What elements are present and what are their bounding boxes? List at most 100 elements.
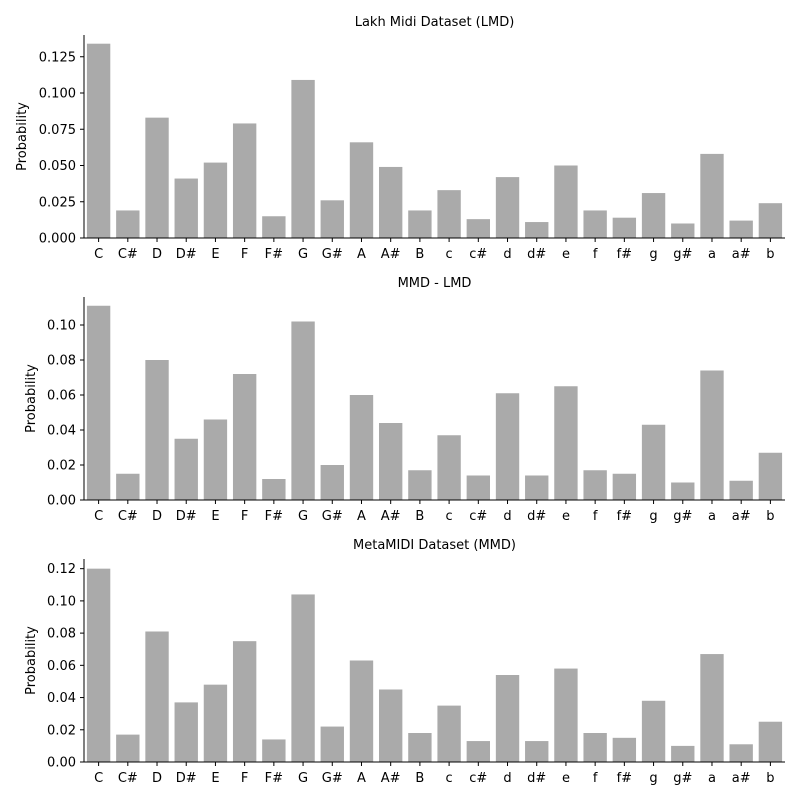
x-tick-label: A# xyxy=(381,247,401,262)
x-tick-label: g# xyxy=(673,771,692,786)
bar-c xyxy=(437,705,461,762)
bar-E xyxy=(203,162,228,238)
bar-b xyxy=(758,452,783,500)
y-tick-label: 0.00 xyxy=(47,494,76,509)
y-tick-label: 0.12 xyxy=(47,562,76,577)
bar-c xyxy=(437,435,461,500)
x-tick-label: f xyxy=(593,509,598,524)
bar-d xyxy=(495,177,520,238)
bar-B xyxy=(408,470,432,500)
x-tick-label: e xyxy=(562,509,570,524)
bar-f xyxy=(583,733,607,762)
x-tick-label: D xyxy=(152,509,162,524)
bar-f xyxy=(583,210,607,238)
y-axis-label: Probability xyxy=(24,626,39,695)
x-tick-label: A xyxy=(357,771,366,786)
x-tick-label: e xyxy=(562,771,570,786)
bar-d# xyxy=(525,222,549,238)
bar-A# xyxy=(379,166,403,238)
bar-c# xyxy=(466,475,490,500)
x-tick-label: g# xyxy=(673,509,692,524)
bar-D xyxy=(145,360,169,500)
bar-c xyxy=(437,190,461,238)
y-tick-label: 0.02 xyxy=(47,459,76,474)
x-tick-label: a xyxy=(708,247,716,262)
bar-E xyxy=(203,419,228,500)
y-tick-label: 0.000 xyxy=(39,232,76,247)
x-tick-label: F xyxy=(241,771,248,786)
x-tick-label: d xyxy=(503,509,511,524)
x-tick-label: C xyxy=(94,247,103,262)
x-tick-label: f xyxy=(593,771,598,786)
x-tick-label: G# xyxy=(322,771,343,786)
bar-d# xyxy=(525,741,549,762)
y-tick-label: 0.02 xyxy=(47,723,76,738)
x-tick-label: G xyxy=(298,509,308,524)
x-tick-label: a# xyxy=(732,247,751,262)
bar-f xyxy=(583,470,607,500)
x-tick-label: c xyxy=(446,771,453,786)
chart-title: Lakh Midi Dataset (LMD) xyxy=(355,15,515,30)
bar-e xyxy=(554,165,578,238)
x-tick-label: G xyxy=(298,771,308,786)
x-tick-label: g xyxy=(649,509,657,524)
y-tick-label: 0.08 xyxy=(47,627,76,642)
x-tick-label: A xyxy=(357,509,366,524)
x-tick-label: A# xyxy=(381,509,401,524)
chart-panel-2: 0.00 0.02 0.04 0.06 0.08 0.10 C C# D D# E F F# G G# A A#… xyxy=(24,276,785,524)
bar-F# xyxy=(262,739,286,762)
bar-D xyxy=(145,117,169,238)
y-tick-label: 0.10 xyxy=(47,594,76,609)
bar-A xyxy=(349,660,374,762)
bar-a xyxy=(700,370,724,500)
x-tick-label: F# xyxy=(265,247,283,262)
y-tick-label: 0.025 xyxy=(39,195,76,210)
x-tick-label: g xyxy=(649,247,657,262)
chart-title: MetaMIDI Dataset (MMD) xyxy=(353,538,516,553)
y-tick-label: 0.125 xyxy=(39,50,76,65)
bar-G# xyxy=(320,726,344,762)
y-tick-label: 0.075 xyxy=(39,123,76,138)
x-tick-label: E xyxy=(211,247,219,262)
x-tick-label: C# xyxy=(118,247,138,262)
x-tick-label: B xyxy=(415,771,424,786)
bar-D# xyxy=(174,702,198,762)
bar-A# xyxy=(379,689,403,762)
bar-g# xyxy=(671,482,695,500)
bar-g# xyxy=(671,223,695,238)
x-tick-label: E xyxy=(211,509,219,524)
bar-C# xyxy=(116,734,140,762)
bar-B xyxy=(408,210,432,238)
bar-e xyxy=(554,668,578,762)
y-axis-label: Probability xyxy=(15,102,30,171)
bar-F xyxy=(232,374,257,500)
bar-a xyxy=(700,654,724,762)
bar-f# xyxy=(612,473,637,500)
bar-a# xyxy=(729,220,753,238)
bar-C xyxy=(86,568,111,762)
bar-F# xyxy=(262,216,286,238)
x-tick-label: g# xyxy=(673,247,692,262)
chart-panel-3: 0.00 0.02 0.04 0.06 0.08 0.10 0.12 C C# D D# E F F# G G… xyxy=(24,538,785,786)
x-tick-label: d# xyxy=(527,509,546,524)
chart-panel-1: 0.000 0.025 0.050 0.075 0.100 0.125 C C# D D# E F F#… xyxy=(15,15,785,262)
x-tick-label: D xyxy=(152,247,162,262)
x-tick-label: c# xyxy=(469,771,487,786)
bar-a# xyxy=(729,744,753,762)
x-tick-label: b xyxy=(766,509,774,524)
bar-F xyxy=(232,641,257,762)
x-tick-label: d xyxy=(503,771,511,786)
x-tick-label: a xyxy=(708,771,716,786)
x-tick-label: A xyxy=(357,247,366,262)
x-tick-label: c# xyxy=(469,509,487,524)
x-tick-label: C# xyxy=(118,509,138,524)
bar-f# xyxy=(612,217,637,238)
bar-E xyxy=(203,684,228,762)
y-tick-label: 0.04 xyxy=(47,691,76,706)
bar-C# xyxy=(116,210,140,238)
bar-d# xyxy=(525,475,549,500)
x-tick-label: b xyxy=(766,771,774,786)
x-tick-label: G# xyxy=(322,247,343,262)
x-tick-label: C# xyxy=(118,771,138,786)
x-tick-label: B xyxy=(415,247,424,262)
